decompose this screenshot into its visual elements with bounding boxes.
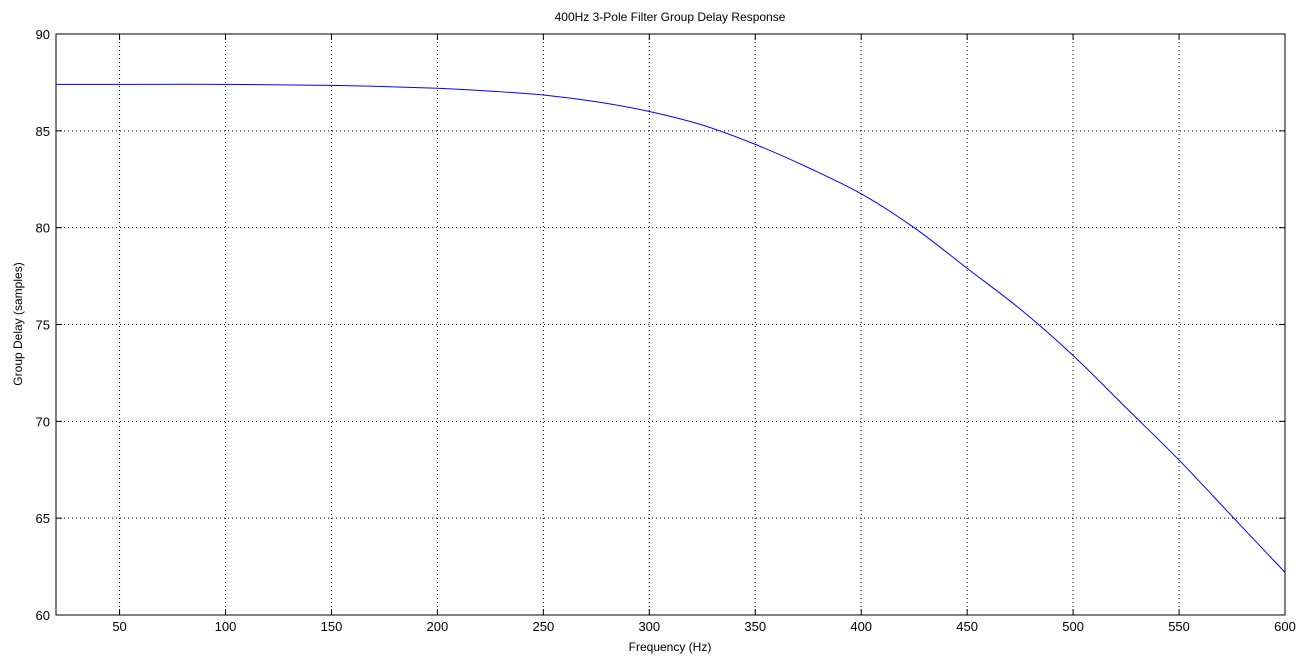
x-tick-labels: 50 100 150 200 250 300 350 400 450 500 550 600 (112, 619, 1296, 634)
x-tick-label: 200 (427, 619, 449, 634)
series-layer (56, 83, 1286, 573)
x-tick-label: 100 (215, 619, 237, 634)
y-axis-title: Group Delay (samples) (11, 262, 25, 385)
x-tick-label: 300 (638, 619, 660, 634)
y-tick-labels: 60 65 70 75 80 85 90 (36, 27, 50, 623)
x-tick-label: 550 (1168, 619, 1190, 634)
y-tick-label: 65 (36, 511, 50, 526)
y-tick-label: 90 (36, 27, 50, 42)
x-tick-label: 450 (956, 619, 978, 634)
x-tick-label: 600 (1274, 619, 1296, 634)
x-tick-label: 350 (744, 619, 766, 634)
x-axis-title: Frequency (Hz) (629, 640, 712, 654)
grid (56, 34, 1285, 615)
chart-title: 400Hz 3-Pole Filter Group Delay Response (555, 10, 786, 24)
plot-frame (55, 33, 1286, 616)
y-tick-label: 75 (36, 318, 50, 333)
series-line (56, 83, 1286, 573)
y-tick-label: 80 (36, 221, 50, 236)
x-tick-label: 250 (533, 619, 555, 634)
y-tick-label: 70 (36, 414, 50, 429)
y-tick-label: 85 (36, 124, 50, 139)
x-tick-label: 400 (850, 619, 872, 634)
y-tick-label: 60 (36, 608, 50, 623)
x-tick-label: 50 (112, 619, 126, 634)
x-tick-label: 150 (321, 619, 343, 634)
x-tick-label: 500 (1062, 619, 1084, 634)
